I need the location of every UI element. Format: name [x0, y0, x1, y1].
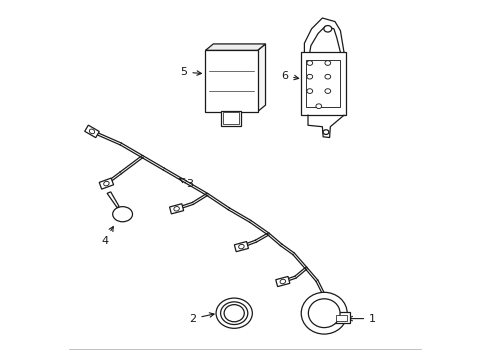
Polygon shape	[276, 276, 290, 287]
Text: 3: 3	[180, 179, 193, 189]
Text: 2: 2	[189, 313, 214, 324]
Text: 4: 4	[101, 227, 113, 246]
Polygon shape	[234, 242, 248, 252]
Ellipse shape	[323, 130, 329, 134]
Ellipse shape	[325, 60, 331, 65]
Text: 6: 6	[281, 71, 299, 81]
Polygon shape	[170, 204, 184, 214]
Ellipse shape	[174, 207, 179, 211]
Bar	[223, 112, 239, 124]
Ellipse shape	[324, 26, 332, 32]
Ellipse shape	[307, 60, 313, 65]
Polygon shape	[107, 192, 119, 208]
Ellipse shape	[325, 89, 331, 93]
Polygon shape	[99, 178, 114, 189]
Ellipse shape	[113, 207, 132, 222]
Bar	[336, 315, 347, 321]
Ellipse shape	[104, 181, 109, 186]
Polygon shape	[205, 44, 266, 50]
Ellipse shape	[307, 75, 313, 79]
Ellipse shape	[301, 292, 347, 334]
Ellipse shape	[220, 302, 248, 325]
Ellipse shape	[280, 279, 286, 284]
Bar	[306, 60, 341, 107]
Ellipse shape	[325, 75, 331, 79]
Polygon shape	[324, 298, 331, 311]
Ellipse shape	[239, 244, 244, 249]
Ellipse shape	[89, 129, 95, 134]
Ellipse shape	[308, 299, 340, 328]
Bar	[205, 50, 258, 112]
Bar	[333, 312, 350, 323]
Ellipse shape	[326, 301, 330, 307]
Polygon shape	[85, 125, 99, 138]
Text: 5: 5	[180, 67, 201, 77]
Bar	[221, 111, 241, 126]
Polygon shape	[258, 44, 266, 112]
Ellipse shape	[216, 298, 252, 328]
Ellipse shape	[224, 305, 245, 322]
Ellipse shape	[307, 89, 313, 93]
Bar	[301, 52, 346, 115]
Ellipse shape	[316, 104, 321, 109]
Text: 1: 1	[348, 314, 376, 324]
